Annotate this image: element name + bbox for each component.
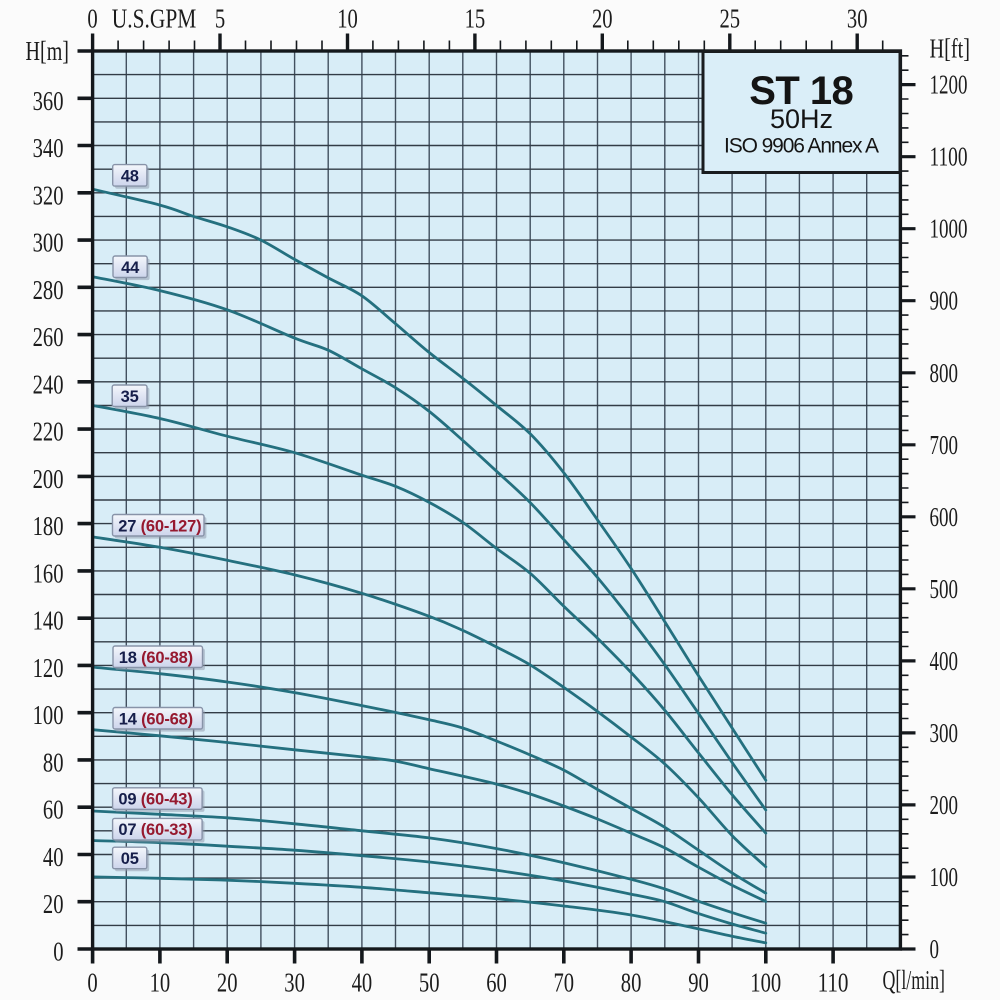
svg-text:50: 50	[419, 967, 440, 997]
svg-text:340: 340	[33, 133, 64, 163]
svg-text:07 (60-33): 07 (60-33)	[118, 821, 192, 839]
svg-text:70: 70	[554, 967, 575, 997]
svg-text:110: 110	[818, 967, 849, 997]
svg-text:ISO 9906 Annex A: ISO 9906 Annex A	[724, 135, 879, 158]
svg-text:180: 180	[33, 511, 64, 541]
svg-text:20: 20	[592, 3, 613, 33]
svg-text:280: 280	[33, 275, 64, 305]
svg-text:50Hz: 50Hz	[770, 104, 833, 134]
svg-text:0: 0	[53, 937, 63, 967]
svg-text:300: 300	[930, 718, 959, 748]
svg-text:600: 600	[930, 502, 959, 532]
svg-text:320: 320	[33, 180, 64, 210]
svg-text:40: 40	[43, 842, 64, 872]
svg-text:27 (60-127): 27 (60-127)	[118, 517, 201, 535]
svg-text:160: 160	[33, 558, 64, 588]
svg-text:48: 48	[121, 167, 139, 185]
svg-text:200: 200	[930, 790, 959, 820]
svg-text:44: 44	[121, 259, 140, 277]
svg-text:240: 240	[33, 369, 64, 399]
svg-text:100: 100	[930, 862, 959, 892]
svg-text:1200: 1200	[930, 70, 968, 100]
svg-text:60: 60	[43, 795, 64, 825]
svg-text:90: 90	[688, 967, 709, 997]
svg-text:15: 15	[465, 3, 486, 33]
svg-text:60: 60	[486, 967, 507, 997]
svg-text:0: 0	[87, 3, 97, 33]
svg-text:H[m]: H[m]	[26, 36, 70, 66]
svg-text:20: 20	[43, 889, 64, 919]
svg-text:18 (60-88): 18 (60-88)	[119, 649, 193, 667]
svg-text:0: 0	[930, 934, 940, 964]
svg-text:260: 260	[33, 322, 64, 352]
svg-text:1100: 1100	[930, 142, 968, 172]
svg-text:30: 30	[284, 967, 305, 997]
svg-text:1000: 1000	[930, 214, 968, 244]
svg-text:25: 25	[720, 3, 741, 33]
svg-text:10: 10	[150, 967, 171, 997]
svg-text:40: 40	[352, 967, 373, 997]
svg-text:30: 30	[847, 3, 868, 33]
svg-text:500: 500	[930, 574, 959, 604]
svg-text:Q[l/min]: Q[l/min]	[883, 965, 946, 995]
svg-text:ST 18: ST 18	[749, 69, 854, 113]
svg-text:140: 140	[33, 606, 64, 636]
svg-text:80: 80	[43, 747, 64, 777]
svg-text:5: 5	[215, 3, 225, 33]
svg-text:700: 700	[930, 430, 959, 460]
svg-text:100: 100	[750, 967, 781, 997]
svg-text:300: 300	[33, 228, 64, 258]
svg-text:14 (60-68): 14 (60-68)	[119, 710, 193, 728]
svg-text:400: 400	[930, 646, 959, 676]
svg-text:05: 05	[121, 850, 139, 868]
svg-text:35: 35	[121, 388, 139, 406]
svg-text:H[ft]: H[ft]	[930, 34, 971, 64]
svg-text:200: 200	[33, 464, 64, 494]
svg-text:220: 220	[33, 417, 64, 447]
svg-text:900: 900	[930, 286, 959, 316]
svg-text:10: 10	[337, 3, 358, 33]
svg-text:20: 20	[217, 967, 238, 997]
svg-text:U.S.GPM: U.S.GPM	[112, 3, 197, 33]
svg-text:120: 120	[33, 653, 64, 683]
svg-text:80: 80	[621, 967, 642, 997]
svg-text:0: 0	[87, 967, 97, 997]
svg-text:09 (60-43): 09 (60-43)	[118, 791, 192, 809]
svg-text:100: 100	[33, 700, 64, 730]
svg-text:800: 800	[930, 358, 959, 388]
svg-text:360: 360	[33, 86, 64, 116]
